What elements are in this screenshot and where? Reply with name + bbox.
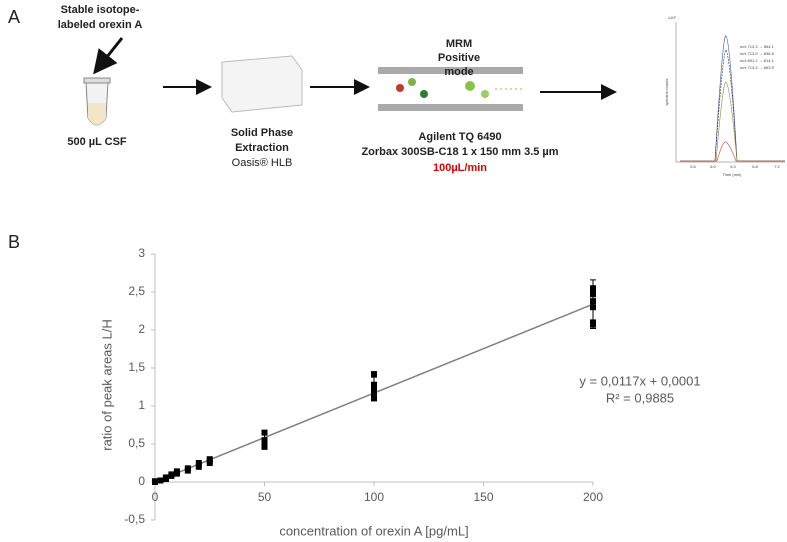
y-tick-label: 0 (138, 474, 145, 488)
spe: Extraction (235, 142, 289, 154)
panel-letter: B (8, 232, 20, 252)
inset-tick: 6.8 (752, 164, 758, 169)
ion (465, 81, 475, 91)
inset-legend: m/z 713.3 → 663.9 (740, 65, 775, 70)
inset-y-label: spectral counts (664, 79, 669, 106)
inset-legend: m/z 891.2 → 814.1 (740, 58, 775, 63)
inset-tick: 5.6 (690, 164, 696, 169)
sample: 500 µL CSF (67, 136, 127, 148)
point (206, 456, 213, 463)
inset-x-label: Time (min) (723, 172, 743, 177)
inset-tick: 6.0 (710, 164, 716, 169)
x-tick-label: 50 (258, 490, 272, 504)
mrm: mode (444, 66, 473, 78)
point (184, 465, 191, 472)
label: Stable isotope- (61, 4, 140, 16)
point (261, 429, 268, 436)
ion (481, 90, 489, 98)
error-bar (261, 433, 268, 450)
panel-letter: A (8, 7, 20, 27)
inset-tick: 7.2 (774, 164, 780, 169)
y-tick-label: 1 (138, 398, 145, 412)
y-tick-label: -0,5 (124, 512, 145, 526)
x-axis-label: concentration of orexin A [pg/mL] (279, 523, 468, 538)
ion (396, 84, 404, 92)
y-tick-label: 3 (138, 246, 145, 260)
y-tick-label: 2,5 (128, 284, 145, 298)
equation: y = 0,0117x + 0,0001 (579, 373, 700, 388)
spe-product: Oasis® HLB (232, 157, 293, 169)
point (195, 463, 202, 470)
error-bar (590, 279, 596, 329)
instrument: Agilent TQ 6490 (418, 131, 501, 143)
inset-chromatogram: x10² spectral counts Time (min) 5.6 6.0 … (664, 15, 785, 177)
point (195, 460, 202, 466)
inset-scale: x10² (668, 15, 676, 20)
y-tick-label: 0,5 (128, 436, 145, 450)
point (152, 478, 158, 485)
point (168, 471, 175, 478)
inset-tick: 6.4 (730, 164, 736, 169)
column (378, 67, 523, 74)
inset-legend: m/z 713.9 → 838.6 (740, 51, 775, 56)
point (371, 371, 377, 378)
column (378, 104, 523, 111)
point (157, 477, 164, 484)
ion (420, 90, 428, 98)
x-tick-label: 200 (583, 490, 603, 504)
x-tick-label: 100 (364, 490, 384, 504)
tube-cap (83, 77, 111, 84)
column-spec: Zorbax 300SB-C18 1 x 150 mm 3.5 µm (361, 146, 558, 158)
flow: 100µL/min (433, 162, 487, 174)
tube-liquid (88, 103, 106, 125)
error-bar (371, 376, 377, 401)
y-tick-label: 1,5 (128, 360, 145, 374)
arrow (93, 37, 124, 75)
x-tick-label: 150 (473, 490, 493, 504)
mrm: Positive (438, 52, 480, 64)
y-tick-label: 2 (138, 322, 145, 336)
r-squared: R² = 0,9885 (606, 390, 674, 405)
point (173, 468, 180, 475)
inset-legend: m/z 713.3 → 854.1 (740, 44, 775, 49)
x-tick-label: 0 (152, 490, 159, 504)
panel-a: A Stable isotope- labeled orexin A 500 µ… (8, 4, 785, 177)
mrm: MRM (446, 38, 472, 50)
label: labeled orexin A (58, 19, 143, 31)
spe: Solid Phase (231, 127, 293, 139)
y-axis-label: ratio of peak areas L/H (99, 319, 114, 451)
panel-b: B concentration of orexin A [pg/mL] rati… (8, 232, 701, 539)
spe-plate (221, 55, 303, 113)
point (162, 474, 169, 481)
ion (408, 78, 416, 86)
